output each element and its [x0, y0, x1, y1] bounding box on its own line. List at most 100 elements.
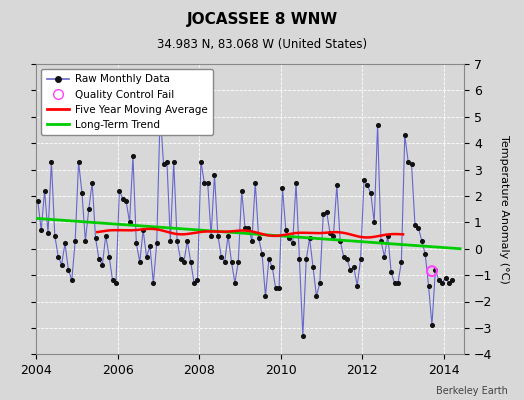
Point [129, 153, 137, 160]
Point [248, 238, 256, 244]
Point [143, 254, 151, 260]
Point [244, 224, 253, 231]
Point [149, 280, 158, 286]
Text: JOCASSEE 8 WNW: JOCASSEE 8 WNW [187, 12, 337, 27]
Point [78, 190, 86, 196]
Point [81, 238, 90, 244]
Point [295, 256, 303, 262]
Point [329, 232, 337, 239]
Point [234, 259, 243, 265]
Point [380, 254, 389, 260]
Point [360, 177, 368, 183]
Point [136, 259, 144, 265]
Point [333, 182, 341, 188]
Point [268, 264, 277, 270]
Point [227, 259, 236, 265]
Point [224, 232, 232, 239]
Point [434, 277, 443, 284]
Point [356, 256, 365, 262]
Point [71, 238, 79, 244]
Point [88, 180, 96, 186]
Point [428, 322, 436, 328]
Point [292, 180, 300, 186]
Point [261, 293, 270, 300]
Point [231, 280, 239, 286]
Point [374, 122, 382, 128]
Text: 34.983 N, 83.068 W (United States): 34.983 N, 83.068 W (United States) [157, 38, 367, 51]
Point [424, 282, 433, 289]
Point [190, 280, 198, 286]
Point [187, 259, 195, 265]
Point [370, 219, 378, 226]
Point [118, 195, 127, 202]
Point [431, 267, 440, 273]
Point [64, 267, 73, 273]
Point [394, 280, 402, 286]
Point [177, 256, 185, 262]
Point [44, 230, 52, 236]
Point [159, 161, 168, 168]
Point [322, 208, 331, 215]
Point [91, 235, 100, 241]
Point [115, 188, 124, 194]
Point [132, 240, 140, 247]
Point [414, 224, 422, 231]
Point [271, 285, 280, 292]
Point [441, 274, 450, 281]
Point [400, 132, 409, 138]
Point [319, 211, 328, 218]
Point [404, 158, 412, 165]
Point [305, 235, 314, 241]
Point [183, 238, 191, 244]
Point [411, 222, 419, 228]
Point [282, 227, 290, 234]
Point [74, 158, 83, 165]
Point [34, 198, 42, 204]
Point [122, 198, 130, 204]
Point [285, 235, 293, 241]
Point [84, 206, 93, 212]
Point [353, 282, 362, 289]
Point [203, 180, 212, 186]
Point [40, 188, 49, 194]
Text: Berkeley Earth: Berkeley Earth [436, 386, 508, 396]
Y-axis label: Temperature Anomaly (°C): Temperature Anomaly (°C) [499, 135, 509, 284]
Point [302, 256, 310, 262]
Point [166, 238, 174, 244]
Point [258, 251, 266, 257]
Point [326, 230, 334, 236]
Point [241, 224, 249, 231]
Point [278, 185, 287, 191]
Point [51, 232, 59, 239]
Legend: Raw Monthly Data, Quality Control Fail, Five Year Moving Average, Long-Term Tren: Raw Monthly Data, Quality Control Fail, … [41, 69, 213, 135]
Point [214, 232, 222, 239]
Point [265, 256, 273, 262]
Point [445, 280, 453, 286]
Point [196, 158, 205, 165]
Point [163, 158, 171, 165]
Point [315, 280, 324, 286]
Point [312, 293, 321, 300]
Point [98, 261, 106, 268]
Point [125, 219, 134, 226]
Point [397, 259, 406, 265]
Point [346, 267, 355, 273]
Point [237, 188, 246, 194]
Point [139, 227, 147, 234]
Point [200, 180, 209, 186]
Point [377, 238, 385, 244]
Point [438, 280, 446, 286]
Point [343, 256, 351, 262]
Point [275, 285, 283, 292]
Point [387, 269, 396, 276]
Point [367, 190, 375, 196]
Point [210, 172, 219, 178]
Point [390, 280, 399, 286]
Point [180, 259, 188, 265]
Point [152, 240, 161, 247]
Point [407, 161, 416, 168]
Point [336, 238, 344, 244]
Point [108, 277, 117, 284]
Point [217, 254, 225, 260]
Point [58, 261, 66, 268]
